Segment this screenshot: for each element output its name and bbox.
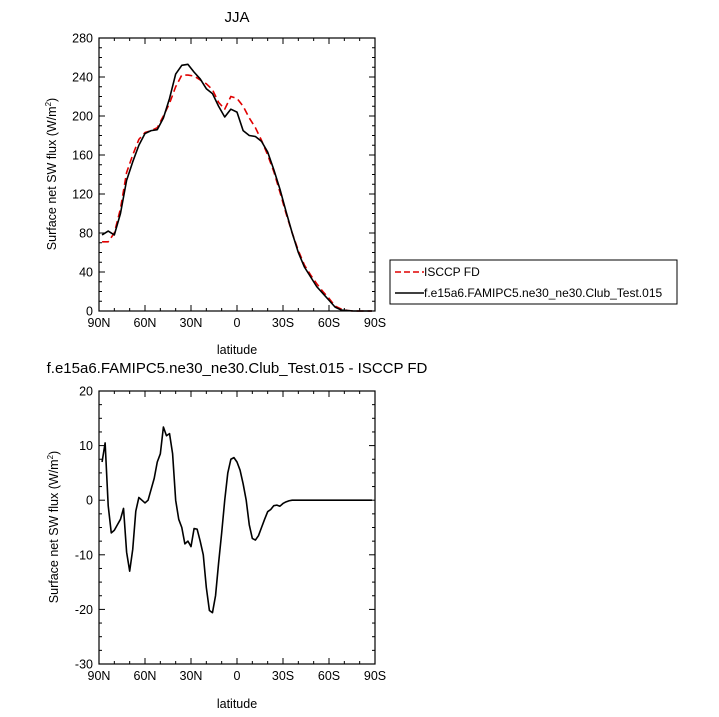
- top-x-tick-label: 0: [234, 316, 241, 330]
- top-x-tick-label: 60N: [134, 316, 157, 330]
- top-x-tick-label: 30S: [272, 316, 294, 330]
- top-chart-series: [101, 63, 372, 312]
- top-chart-y-axis-label: Surface net SW flux (W/m2): [44, 98, 59, 250]
- bottom-chart-series: [101, 426, 372, 614]
- top-y-tick-label: 240: [72, 71, 93, 85]
- top-y-tick-label: 280: [72, 32, 93, 46]
- bottom-series-line-0: [101, 426, 372, 614]
- top-series-line-0: [102, 74, 372, 312]
- top-y-tick-label: 80: [79, 227, 93, 241]
- top-chart-legend: ISCCP FD f.e15a6.FAMIPC5.ne30_ne30.Club_…: [389, 259, 678, 305]
- bottom-y-tick-label: -10: [75, 548, 93, 562]
- bottom-x-tick-label: 60N: [134, 669, 157, 683]
- bottom-x-tick-label: 60S: [318, 669, 340, 683]
- bottom-chart-x-axis-label: latitude: [217, 697, 257, 711]
- top-x-tick-label: 30N: [180, 316, 203, 330]
- top-chart-y-tick-labels: 0 40 80 120 160 200 240 280: [72, 32, 93, 319]
- bottom-y-tick-label: -30: [75, 658, 93, 672]
- bottom-chart: f.e15a6.FAMIPC5.ne30_ne30.Club_Test.015 …: [46, 360, 428, 711]
- bottom-y-tick-label: 0: [86, 494, 93, 508]
- top-chart-x-axis-label: latitude: [217, 343, 257, 357]
- bottom-x-tick-label: 0: [234, 669, 241, 683]
- bottom-x-tick-label: 30N: [180, 669, 203, 683]
- bottom-y-tick-label: 20: [79, 385, 93, 399]
- legend-label-model: f.e15a6.FAMIPC5.ne30_ne30.Club_Test.015: [424, 286, 662, 300]
- bottom-chart-ticks: [98, 390, 376, 665]
- bottom-chart-title: f.e15a6.FAMIPC5.ne30_ne30.Club_Test.015 …: [47, 360, 428, 377]
- top-y-tick-label: 160: [72, 149, 93, 163]
- bottom-chart-y-tick-labels: -30 -20 -10 0 10 20: [75, 385, 93, 672]
- bottom-x-tick-label: 30S: [272, 669, 294, 683]
- legend-frame: [389, 259, 678, 305]
- top-series-line-1: [101, 63, 372, 312]
- bottom-y-tick-label: 10: [79, 439, 93, 453]
- top-y-tick-label: 0: [86, 305, 93, 319]
- bottom-chart-plot-frame: [98, 390, 376, 665]
- top-chart-x-tick-labels: 90N 60N 30N 0 30S 60S 90S: [88, 316, 387, 330]
- top-chart-ticks: [98, 37, 376, 312]
- legend-label-isccp: ISCCP FD: [424, 265, 480, 279]
- top-chart-title: JJA: [224, 9, 249, 26]
- top-x-tick-label: 90S: [364, 316, 386, 330]
- top-y-tick-label: 200: [72, 110, 93, 124]
- top-chart-plot-frame: [98, 37, 376, 312]
- bottom-y-tick-label: -20: [75, 603, 93, 617]
- bottom-x-tick-label: 90S: [364, 669, 386, 683]
- top-x-tick-label: 60S: [318, 316, 340, 330]
- bottom-chart-x-tick-labels: 90N 60N 30N 0 30S 60S 90S: [88, 669, 387, 683]
- top-y-tick-label: 120: [72, 188, 93, 202]
- top-y-tick-label: 40: [79, 266, 93, 280]
- bottom-x-tick-label: 90N: [88, 669, 111, 683]
- top-x-tick-label: 90N: [88, 316, 111, 330]
- bottom-chart-y-axis-label: Surface net SW flux (W/m2): [46, 451, 61, 603]
- top-chart: JJA 90N 60N 30N 0 30S 60S 90S 0 40 80 120 160 200 24…: [44, 9, 678, 357]
